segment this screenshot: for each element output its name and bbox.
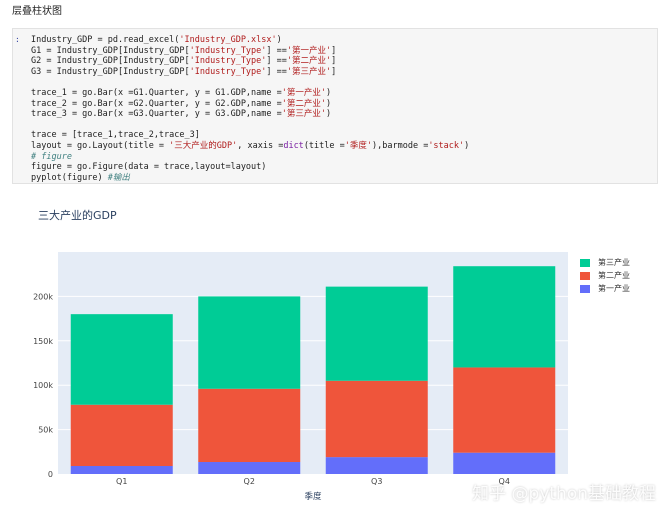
bar-Q4-series-1 — [453, 367, 556, 453]
code-token: pyplot(figure) — [31, 172, 108, 183]
code-editor[interactable]: Industry_GDP = pd.read_excel('Industry_G… — [31, 35, 469, 183]
section-heading: 层叠柱状图 — [12, 6, 62, 17]
code-token: '第一产业' — [286, 45, 332, 56]
chart-title: 三大产业的GDP — [38, 208, 117, 222]
legend-swatch — [580, 284, 590, 293]
code-token: ) — [326, 87, 332, 98]
x-tick-label: Q4 — [499, 477, 510, 486]
code-token: # figure — [31, 151, 72, 162]
code-token: 'Industry_Type' — [189, 45, 267, 56]
bar-Q4-series-0 — [453, 452, 556, 474]
code-token: 'stack' — [428, 140, 465, 151]
bar-Q2-series-2 — [198, 296, 301, 389]
code-token: layout = go.Layout(title = — [31, 140, 170, 151]
code-token: trace = [trace_1,trace_2,trace_3] — [31, 130, 200, 141]
code-line: pyplot(figure) #输出 — [31, 173, 469, 184]
code-token: ),barmode = — [372, 140, 429, 151]
code-token: ] — [331, 66, 337, 77]
code-line — [31, 77, 469, 88]
legend-swatch — [580, 258, 590, 267]
code-line: Industry_GDP = pd.read_excel('Industry_G… — [31, 35, 469, 46]
chart-legend[interactable]: 第三产业第二产业第一产业 — [580, 256, 630, 295]
code-line: trace_2 = go.Bar(x =G2.Quarter, y = G2.G… — [31, 99, 469, 110]
code-token: ] == — [266, 66, 287, 77]
code-token: #输出 — [107, 172, 130, 183]
code-token: ] == — [266, 56, 287, 67]
x-tick-label: Q1 — [116, 477, 127, 486]
code-line: G3 = Industry_GDP[Industry_GDP['Industry… — [31, 67, 469, 78]
code-line: layout = go.Layout(title = '三大产业的GDP', x… — [31, 141, 469, 152]
code-line: trace_1 = go.Bar(x =G1.Quarter, y = G1.G… — [31, 88, 469, 99]
code-token: trace_2 = go.Bar(x =G2.Quarter, y = G2.G… — [31, 98, 282, 109]
code-token: G3 = Industry_GDP[Industry_GDP[ — [31, 66, 190, 77]
code-token: ] — [331, 45, 337, 56]
legend-item[interactable]: 第二产业 — [580, 269, 630, 282]
code-token: 'Industry_GDP.xlsx' — [179, 35, 277, 45]
code-line — [31, 120, 469, 131]
code-token: trace_1 = go.Bar(x =G1.Quarter, y = G1.G… — [31, 87, 282, 98]
code-token: ] == — [266, 45, 287, 56]
code-token: ] — [331, 56, 337, 67]
code-line: # figure — [31, 152, 469, 163]
code-token: '第三产业' — [281, 109, 327, 120]
code-token: '三大产业的GDP' — [169, 140, 238, 151]
code-token: G1 = Industry_GDP[Industry_GDP[ — [31, 45, 190, 56]
code-token: 'Industry_Type' — [189, 66, 267, 77]
legend-item[interactable]: 第一产业 — [580, 282, 630, 295]
y-tick-label: 100k — [33, 381, 53, 390]
code-line: G2 = Industry_GDP[Industry_GDP['Industry… — [31, 56, 469, 67]
code-token: '第二产业' — [281, 98, 327, 109]
bar-Q3-series-0 — [325, 457, 428, 474]
watermark: 知乎 @python基础教程 — [472, 484, 656, 504]
code-token: '第三产业' — [286, 66, 332, 77]
y-tick-label: 0 — [48, 470, 53, 479]
bar-Q2-series-1 — [198, 388, 301, 463]
code-line: trace_3 = go.Bar(x =G3.Quarter, y = G3.G… — [31, 109, 469, 120]
stacked-bar-chart: 三大产业的GDP 0 50k 100k 150k 200k Q1 Q2 Q3 Q4 季度 — [33, 208, 568, 502]
bar-Q1-series-2 — [70, 314, 173, 405]
code-token: ) — [326, 109, 332, 120]
bar-Q3-series-1 — [325, 380, 428, 458]
code-cell[interactable]: : Industry_GDP = pd.read_excel('Industry… — [12, 28, 658, 184]
code-token: ) — [464, 140, 470, 151]
bar-Q3-series-2 — [325, 286, 428, 381]
legend-label: 第一产业 — [598, 284, 630, 293]
y-tick-label: 150k — [33, 337, 53, 346]
code-token: ) — [276, 35, 282, 45]
code-token: figure = go.Figure(data = trace,layout=l… — [31, 162, 267, 173]
code-token: (title = — [303, 140, 345, 151]
code-token: Industry_GDP = pd.read_excel( — [31, 35, 180, 45]
x-axis-title: 季度 — [304, 491, 322, 502]
code-token: '第一产业' — [281, 87, 327, 98]
x-tick-label: Q2 — [244, 477, 255, 486]
code-token: '第二产业' — [286, 56, 332, 67]
legend-item[interactable]: 第三产业 — [580, 256, 630, 269]
bar-Q1-series-0 — [70, 466, 173, 474]
y-tick-label: 200k — [33, 292, 53, 301]
code-line: figure = go.Figure(data = trace,layout=l… — [31, 162, 469, 173]
legend-swatch — [580, 271, 590, 280]
code-token: trace_3 = go.Bar(x =G3.Quarter, y = G3.G… — [31, 109, 282, 120]
x-tick-label: Q3 — [371, 477, 382, 486]
code-token: G2 = Industry_GDP[Industry_GDP[ — [31, 56, 190, 67]
legend-label: 第二产业 — [598, 271, 630, 280]
cell-output: 三大产业的GDP 0 50k 100k 150k 200k Q1 Q2 Q3 Q4 季度 第三产业第… — [0, 200, 670, 516]
code-token: 'Industry_Type' — [189, 56, 267, 67]
y-tick-label: 50k — [38, 426, 53, 435]
code-token: dict — [283, 140, 304, 151]
bar-Q1-series-1 — [70, 404, 173, 467]
code-line: G1 = Industry_GDP[Industry_GDP['Industry… — [31, 46, 469, 57]
code-token: ) — [326, 98, 332, 109]
bar-Q4-series-2 — [453, 266, 556, 368]
cell-prompt: : — [15, 35, 20, 44]
legend-label: 第三产业 — [598, 258, 630, 267]
bar-Q2-series-0 — [198, 462, 301, 474]
code-token: '季度' — [344, 140, 373, 151]
code-token: , xaxis = — [237, 140, 284, 151]
code-line: trace = [trace_1,trace_2,trace_3] — [31, 130, 469, 141]
